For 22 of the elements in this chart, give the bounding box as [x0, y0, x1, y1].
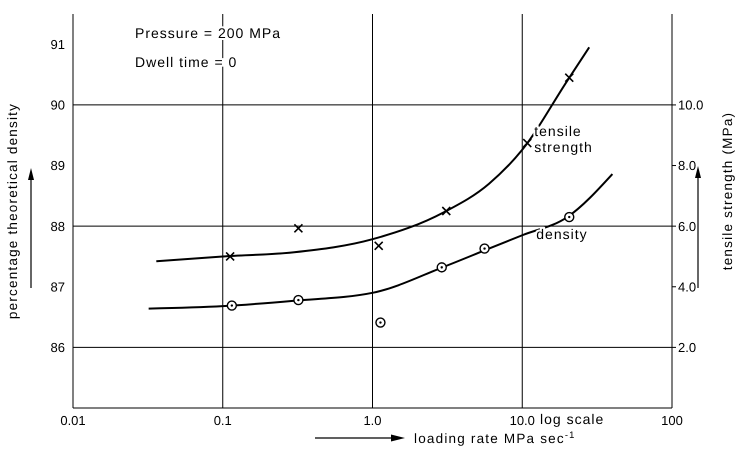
series-label: density [536, 226, 588, 242]
annotation: Dwell time = 0 [135, 54, 238, 70]
x-tick-label: 10.0 [510, 413, 535, 428]
x-tick-label: 1.0 [363, 413, 382, 428]
y2-tick-label: 8.0 [678, 158, 696, 174]
y2-tick-label: 2.0 [678, 340, 696, 355]
y-tick-label: 88 [50, 218, 65, 234]
y-tick-label: 86 [50, 340, 65, 355]
x-axis-title: loading rate MPa sec$^{-1}$ [414, 430, 576, 446]
y-axis-title: percentage theoretical density [5, 102, 20, 320]
y2-tick-label: 4.0 [678, 279, 696, 294]
text: log scale [540, 411, 604, 427]
y2-axis-title: tensile strength (MPa) [720, 112, 735, 270]
x-tick-label: 0.01 [60, 413, 86, 428]
y-tick-label: 89 [50, 158, 65, 174]
y-tick-label: 91 [50, 36, 65, 52]
y-tick-label: 87 [50, 279, 65, 294]
y-tick-label: 90 [50, 98, 65, 113]
x-tick-label: 100 [661, 413, 683, 428]
y2-tick-label: 6.0 [678, 218, 696, 234]
y2-tick-label: 10.0 [678, 98, 704, 113]
x-tick-label: 0.1 [214, 413, 232, 428]
